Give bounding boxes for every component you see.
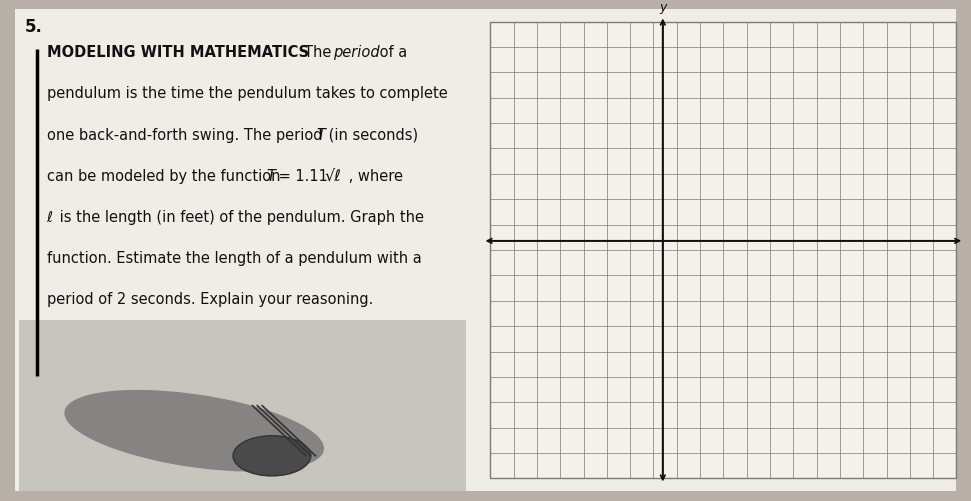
Text: T: T bbox=[317, 127, 325, 142]
Ellipse shape bbox=[233, 436, 311, 476]
Ellipse shape bbox=[64, 390, 324, 471]
Text: y: y bbox=[659, 1, 666, 14]
Text: period: period bbox=[333, 45, 380, 60]
Text: ℓ: ℓ bbox=[47, 209, 52, 224]
Text: , where: , where bbox=[344, 168, 403, 183]
Bar bbox=[490, 23, 956, 478]
Text: can be modeled by the function: can be modeled by the function bbox=[47, 168, 285, 183]
Text: = 1.11: = 1.11 bbox=[274, 168, 327, 183]
Text: √ℓ: √ℓ bbox=[324, 168, 341, 183]
Text: pendulum is the time the pendulum takes to complete: pendulum is the time the pendulum takes … bbox=[47, 86, 448, 101]
Text: is the length (in feet) of the pendulum. Graph the: is the length (in feet) of the pendulum.… bbox=[55, 209, 424, 224]
Bar bbox=[19, 321, 466, 491]
Text: 5.: 5. bbox=[24, 18, 42, 36]
Text: (in seconds): (in seconds) bbox=[324, 127, 419, 142]
Text: of a: of a bbox=[375, 45, 407, 60]
Text: one back-and-forth swing. The period: one back-and-forth swing. The period bbox=[47, 127, 326, 142]
Bar bbox=[490, 23, 956, 478]
Text: The: The bbox=[304, 45, 336, 60]
Text: period of 2 seconds. Explain your reasoning.: period of 2 seconds. Explain your reason… bbox=[47, 292, 373, 307]
Text: function. Estimate the length of a pendulum with a: function. Estimate the length of a pendu… bbox=[47, 250, 421, 266]
Text: MODELING WITH MATHEMATICS: MODELING WITH MATHEMATICS bbox=[47, 45, 319, 60]
Text: T: T bbox=[266, 168, 275, 183]
